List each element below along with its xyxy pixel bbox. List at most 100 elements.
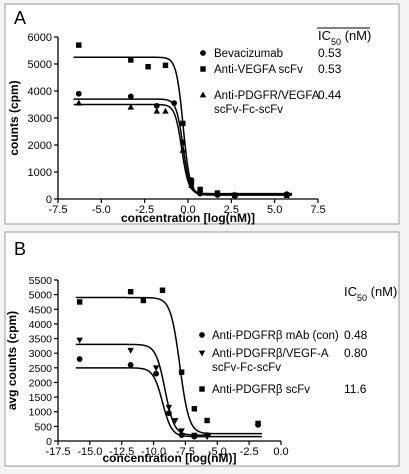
legend-marker <box>199 386 205 392</box>
y-axis-label: avg counts (cpm) <box>5 311 19 410</box>
legend-label: Anti-PDGFRβ mAb (con) <box>212 330 339 342</box>
x-tick-label: -12.5 <box>109 446 134 458</box>
fit-curve <box>75 296 262 435</box>
data-point <box>162 107 169 114</box>
data-point <box>196 186 204 192</box>
x-axis-label: concentration [log(nM)] <box>121 211 255 225</box>
data-point <box>127 288 134 295</box>
data-point <box>75 90 82 97</box>
series-3: Anti-PDGFRβ scFv 11.6 <box>75 287 367 435</box>
x-tick-label: -15.0 <box>77 446 102 458</box>
data-point <box>203 434 211 441</box>
legend-label: Anti-PDGFR/VEGFA <box>214 90 320 102</box>
data-point <box>191 432 198 439</box>
data-point <box>145 63 151 70</box>
x-tick-label: -2.5 <box>135 204 154 216</box>
ic50-value: 0.48 <box>344 328 368 342</box>
data-point <box>153 370 159 377</box>
chart-panel-a: A -7.5 -5.0 -2.5 0.0 2.5 5.0 7.5 0 1000 2000 3000 40… <box>4 3 400 225</box>
data-point <box>283 191 290 198</box>
data-point <box>153 107 160 114</box>
y-tick-label: 0 <box>46 436 52 448</box>
data-point <box>171 100 178 107</box>
data-point <box>75 99 82 106</box>
y-tick-label: 1500 <box>29 392 53 404</box>
data-point <box>191 406 198 412</box>
panel-label: B <box>14 239 26 259</box>
y-tick-label: 2500 <box>29 363 53 375</box>
y-tick-label: 3000 <box>28 113 52 125</box>
y-tick-label: 4000 <box>29 319 53 331</box>
y-tick-label: 4000 <box>28 86 52 98</box>
legend-marker <box>199 91 207 98</box>
ic50-value: 0.80 <box>344 346 368 360</box>
ic50-value: 0.44 <box>318 88 342 102</box>
ic50-header: IC50 (nM) <box>318 28 371 47</box>
legend-label: scFv-Fc-scFv <box>212 362 281 374</box>
legend-marker <box>199 332 205 338</box>
data-point <box>165 404 173 411</box>
y-tick-label: 0 <box>46 194 52 206</box>
x-tick-label: 2.5 <box>224 204 239 216</box>
x-tick-label: -7.5 <box>176 446 195 458</box>
x-tick-label: -5.0 <box>92 204 111 216</box>
legend-marker <box>198 350 206 357</box>
data-point <box>159 287 166 293</box>
y-tick-label: 5000 <box>29 290 53 302</box>
chart-panel-b: B -17.5 -15.0 -12.5 -10.0 -7.5 -5.0 -2.5 0.0 0 500… <box>4 231 400 467</box>
y-tick-label: 3000 <box>29 348 53 360</box>
legend-label: scFv-Fc-scFv <box>214 104 283 116</box>
y-axis-label: counts (cpm) <box>7 80 21 155</box>
data-point <box>127 93 134 100</box>
data-point <box>76 356 83 362</box>
legend-label: Anti-PDGFRβ scFv <box>212 384 310 396</box>
y-tick-label: 2000 <box>28 140 52 152</box>
ic50-value: 11.6 <box>344 382 367 396</box>
data-point <box>231 191 238 198</box>
data-point <box>179 146 186 153</box>
x-axis-label: concentration [log(nM)] <box>103 451 237 465</box>
y-tick-label: 6000 <box>28 32 52 44</box>
data-point <box>180 120 186 127</box>
data-point <box>127 103 134 110</box>
y-tick-label: 5500 <box>29 275 53 287</box>
data-point <box>204 417 210 424</box>
y-tick-label: 5000 <box>28 59 52 71</box>
data-point <box>178 428 185 435</box>
series-3: Anti-PDGFR/VEGFA scFv-Fc-scFv 0.44 <box>73 88 342 198</box>
data-point <box>76 42 82 48</box>
fit-curve <box>75 367 262 438</box>
data-point <box>76 299 83 305</box>
legend-label: Bevacizumab <box>214 48 283 60</box>
data-point <box>128 57 134 63</box>
data-point <box>162 62 169 69</box>
legend-label: Anti-VEGFA scFv <box>214 64 303 76</box>
data-point <box>140 297 147 304</box>
panel-label: A <box>14 8 26 28</box>
legend-label: Anti-PDGFRβ/VEGF-A <box>212 348 329 360</box>
data-point <box>214 190 221 196</box>
x-tick-label: -17.5 <box>45 446 70 458</box>
data-point <box>76 337 83 344</box>
y-tick-label: 1000 <box>28 167 52 179</box>
ic50-value: 0.53 <box>318 62 342 76</box>
x-tick-label: -7.5 <box>49 204 68 216</box>
legend-marker <box>200 66 206 72</box>
x-tick-label: -10.0 <box>141 446 166 458</box>
data-point <box>127 362 134 368</box>
fit-curve <box>73 103 292 195</box>
x-tick-label: 0.0 <box>273 446 288 458</box>
ic50-value: 0.53 <box>318 46 342 60</box>
y-tick-label: 2000 <box>29 377 53 389</box>
y-tick-label: 4500 <box>29 304 53 316</box>
y-tick-label: 1000 <box>29 407 53 419</box>
x-tick-label: 5.0 <box>267 204 282 216</box>
data-point <box>188 181 195 188</box>
x-tick-label: -2.5 <box>240 446 259 458</box>
x-tick-label: -5.0 <box>208 446 227 458</box>
y-tick-label: 3500 <box>29 334 53 346</box>
legend-marker <box>200 50 206 56</box>
x-tick-label: 7.5 <box>310 204 325 216</box>
fit-curve <box>75 343 211 436</box>
